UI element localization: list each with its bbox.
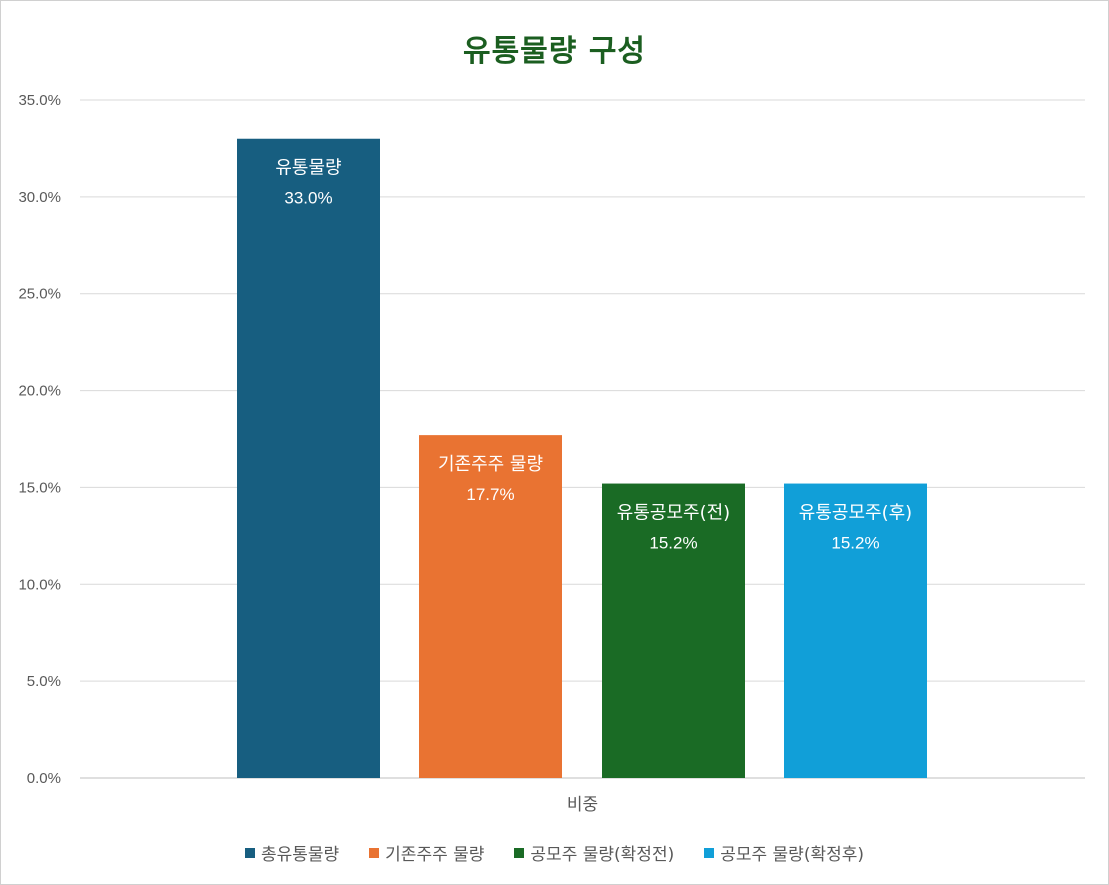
x-category-label: 비중 [567,795,598,815]
y-tick-label: 20.0% [18,383,61,400]
bar-name-label: 유통공모주(전) [617,503,730,524]
legend-item: 공모주 물량(확정후) [704,840,864,865]
y-tick-label: 35.0% [18,92,61,109]
chart-title: 유통물량 구성 [462,34,647,69]
legend-label: 총유통물량 [260,845,340,865]
bar [602,483,745,778]
bar-name-label: 기존주주 물량 [438,454,543,475]
y-tick-label: 25.0% [18,286,61,303]
legend-item: 공모주 물량(확정전) [514,840,674,865]
legend-swatch [369,847,380,858]
y-tick-label: 15.0% [18,479,61,496]
bar-value-label: 15.2% [649,534,697,553]
legend-label: 기존주주 물량 [385,845,485,865]
y-tick-label: 5.0% [27,673,61,690]
y-tick-label: 30.0% [18,189,61,206]
y-tick-label: 10.0% [18,576,61,593]
legend-swatch [514,847,525,858]
bar [237,138,380,778]
legend-item: 총유통물량 [244,840,340,865]
bar-name-label: 유통물량 [275,158,341,179]
y-tick-label: 0.0% [27,770,61,787]
bar [784,483,927,778]
bar [419,435,562,778]
bar-value-label: 33.0% [284,189,332,208]
legend-label: 공모주 물량(확정전) [530,845,675,865]
bar-name-label: 유통공모주(후) [799,503,912,524]
legend-swatch [244,847,255,858]
legend-label: 공모주 물량(확정후) [720,845,865,865]
chart-legend: 총유통물량 기존주주 물량 공모주 물량(확정전) 공모주 물량(확정후) [0,840,1109,865]
bar-value-label: 17.7% [466,485,514,504]
legend-item: 기존주주 물량 [369,840,484,865]
legend-swatch [704,847,715,858]
bar-value-label: 15.2% [831,534,879,553]
